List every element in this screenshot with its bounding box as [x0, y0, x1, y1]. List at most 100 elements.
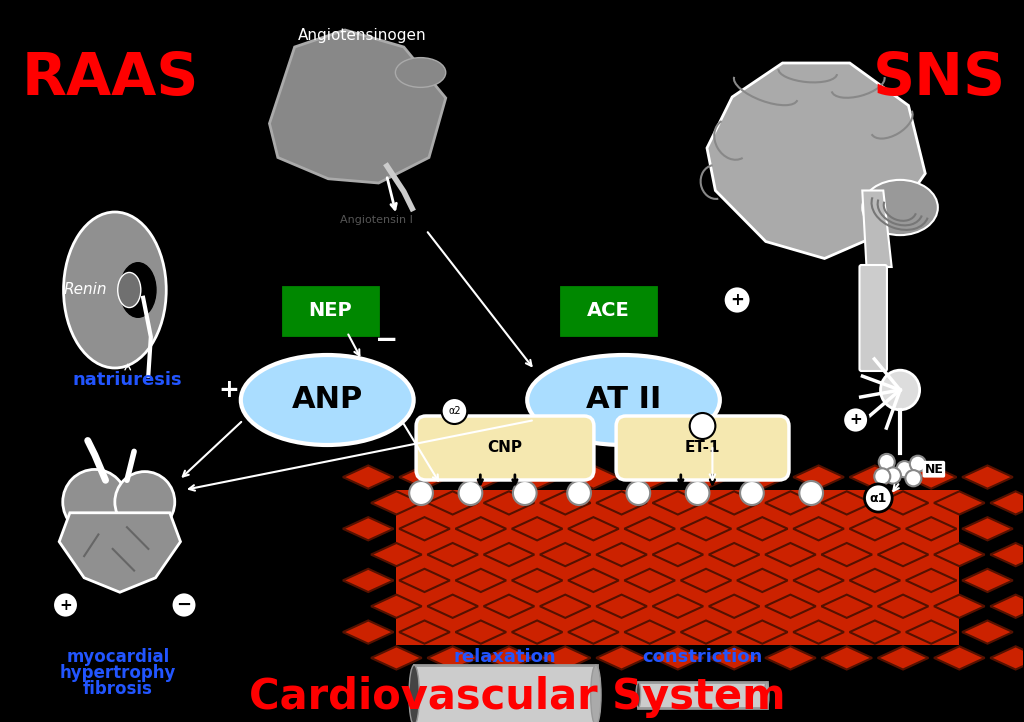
- Ellipse shape: [395, 58, 445, 87]
- Polygon shape: [934, 491, 985, 515]
- Polygon shape: [737, 517, 787, 540]
- Ellipse shape: [120, 263, 156, 317]
- FancyBboxPatch shape: [616, 416, 788, 480]
- Polygon shape: [862, 191, 892, 267]
- Circle shape: [905, 470, 922, 487]
- Text: α2: α2: [449, 406, 461, 416]
- Polygon shape: [512, 466, 562, 489]
- Polygon shape: [625, 517, 675, 540]
- Polygon shape: [709, 595, 760, 618]
- Polygon shape: [990, 595, 1024, 618]
- Polygon shape: [568, 620, 618, 644]
- Polygon shape: [990, 491, 1024, 515]
- Polygon shape: [765, 595, 816, 618]
- Polygon shape: [934, 595, 985, 618]
- Polygon shape: [540, 491, 591, 515]
- Circle shape: [723, 286, 751, 314]
- Ellipse shape: [862, 180, 938, 235]
- Polygon shape: [794, 620, 844, 644]
- Polygon shape: [596, 543, 647, 566]
- Polygon shape: [934, 543, 985, 566]
- Polygon shape: [737, 466, 787, 489]
- Polygon shape: [963, 466, 1013, 489]
- Polygon shape: [483, 543, 535, 566]
- Polygon shape: [343, 620, 393, 644]
- Polygon shape: [625, 569, 675, 592]
- Circle shape: [910, 456, 926, 472]
- Polygon shape: [59, 513, 180, 592]
- Polygon shape: [540, 543, 591, 566]
- Polygon shape: [878, 595, 929, 618]
- Polygon shape: [906, 620, 956, 644]
- Circle shape: [62, 469, 127, 534]
- Text: Angiotensin I: Angiotensin I: [340, 215, 413, 225]
- Bar: [414, 665, 597, 722]
- Polygon shape: [737, 620, 787, 644]
- Polygon shape: [371, 491, 422, 515]
- Polygon shape: [850, 517, 900, 540]
- Polygon shape: [456, 620, 506, 644]
- Text: ANP: ANP: [292, 386, 362, 414]
- Text: fibrosis: fibrosis: [83, 680, 153, 698]
- Polygon shape: [878, 646, 929, 669]
- Text: RAAS: RAAS: [22, 50, 199, 107]
- Polygon shape: [765, 543, 816, 566]
- Circle shape: [459, 481, 482, 505]
- Polygon shape: [399, 466, 450, 489]
- Polygon shape: [483, 595, 535, 618]
- Text: SNS: SNS: [873, 50, 1007, 107]
- Polygon shape: [850, 569, 900, 592]
- Text: Angiotensinogen: Angiotensinogen: [298, 28, 426, 43]
- Circle shape: [881, 370, 920, 410]
- Ellipse shape: [241, 355, 414, 445]
- Circle shape: [627, 481, 650, 505]
- Polygon shape: [794, 517, 844, 540]
- Text: +: +: [730, 291, 744, 309]
- Ellipse shape: [527, 355, 720, 445]
- Polygon shape: [371, 595, 422, 618]
- Text: relaxation: relaxation: [454, 648, 556, 666]
- Polygon shape: [709, 646, 760, 669]
- Text: Cardiovascular System: Cardiovascular System: [249, 676, 785, 718]
- Text: +: +: [59, 598, 72, 612]
- Text: −: −: [176, 596, 191, 614]
- Ellipse shape: [636, 682, 641, 708]
- FancyBboxPatch shape: [283, 287, 378, 335]
- Ellipse shape: [765, 682, 769, 708]
- Polygon shape: [625, 620, 675, 644]
- Circle shape: [740, 481, 764, 505]
- Circle shape: [885, 467, 901, 484]
- Circle shape: [874, 469, 890, 484]
- Polygon shape: [540, 595, 591, 618]
- Polygon shape: [568, 517, 618, 540]
- Circle shape: [864, 484, 892, 512]
- Ellipse shape: [591, 665, 601, 722]
- Circle shape: [690, 413, 716, 439]
- Polygon shape: [371, 543, 422, 566]
- Polygon shape: [906, 517, 956, 540]
- Polygon shape: [399, 517, 450, 540]
- Polygon shape: [596, 491, 647, 515]
- Polygon shape: [765, 491, 816, 515]
- Polygon shape: [512, 517, 562, 540]
- Circle shape: [171, 592, 197, 618]
- Circle shape: [513, 481, 537, 505]
- Polygon shape: [596, 595, 647, 618]
- Polygon shape: [681, 466, 731, 489]
- Polygon shape: [427, 491, 478, 515]
- Text: α1: α1: [869, 492, 887, 505]
- Polygon shape: [709, 491, 760, 515]
- Polygon shape: [456, 517, 506, 540]
- Polygon shape: [427, 543, 478, 566]
- Polygon shape: [568, 466, 618, 489]
- Circle shape: [879, 454, 895, 470]
- Polygon shape: [512, 620, 562, 644]
- Circle shape: [410, 481, 433, 505]
- Polygon shape: [456, 466, 506, 489]
- Polygon shape: [596, 646, 647, 669]
- Circle shape: [441, 398, 467, 424]
- Polygon shape: [568, 569, 618, 592]
- Text: NEP: NEP: [308, 302, 352, 321]
- Text: myocardial: myocardial: [67, 648, 170, 666]
- Polygon shape: [821, 646, 872, 669]
